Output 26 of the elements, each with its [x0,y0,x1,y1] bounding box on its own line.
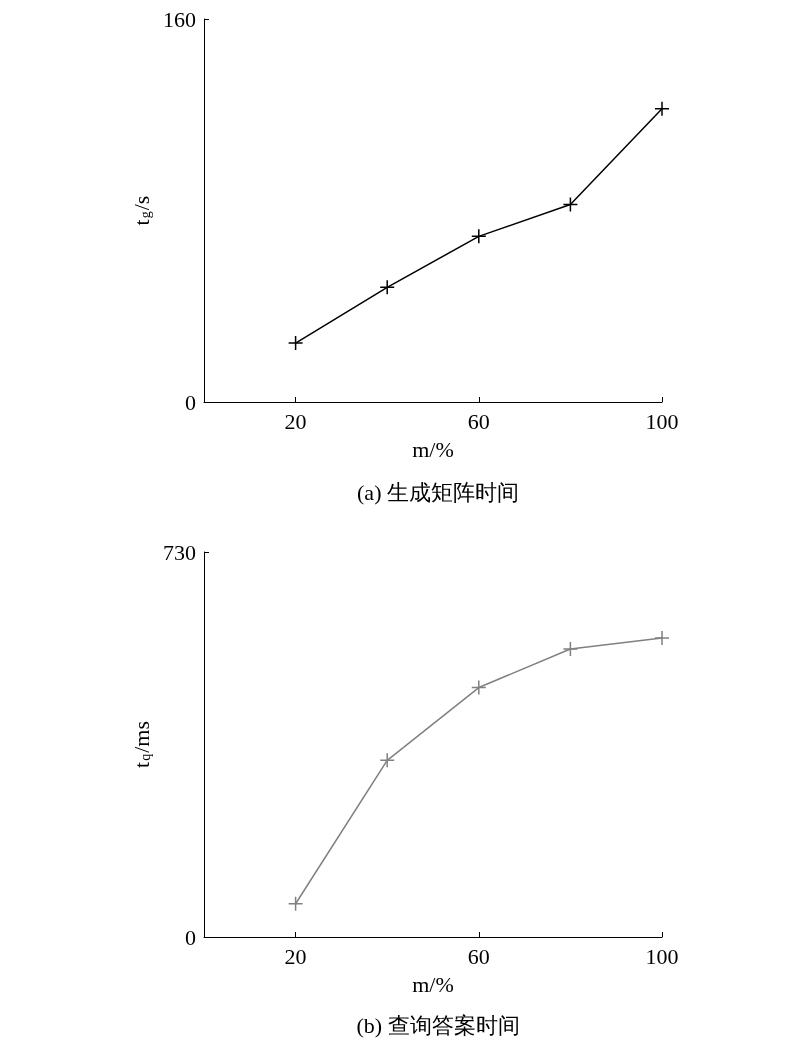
point [562,196,579,213]
point [379,752,395,769]
x-tick-label: 20 [284,943,307,969]
x-tick-label: 100 [645,408,679,434]
point [379,279,395,296]
x-axis-title: m/% [412,971,454,997]
point [562,641,579,657]
y-tick-label: 0 [185,924,196,950]
y-tick-label: 0 [185,389,196,415]
x-tick-label: 100 [645,943,679,969]
point [654,101,670,117]
point [471,679,487,696]
point [287,335,304,351]
text: (a) 生成矩阵时间 [357,479,519,505]
y-tick-label: 160 [163,6,196,32]
x-tick-label: 20 [284,408,307,434]
x-axis-title: m/% [412,436,454,462]
point [471,228,487,245]
x-tick-label: 60 [467,943,490,969]
x-tick-label: 60 [467,408,490,434]
y-axis-title: tg/s [128,195,154,226]
y-axis-title: tq/ms [128,721,154,768]
y-tick-label: 730 [163,539,196,565]
point [287,896,304,912]
text: (b) 查询答案时间 [356,1012,520,1038]
point [654,630,670,646]
